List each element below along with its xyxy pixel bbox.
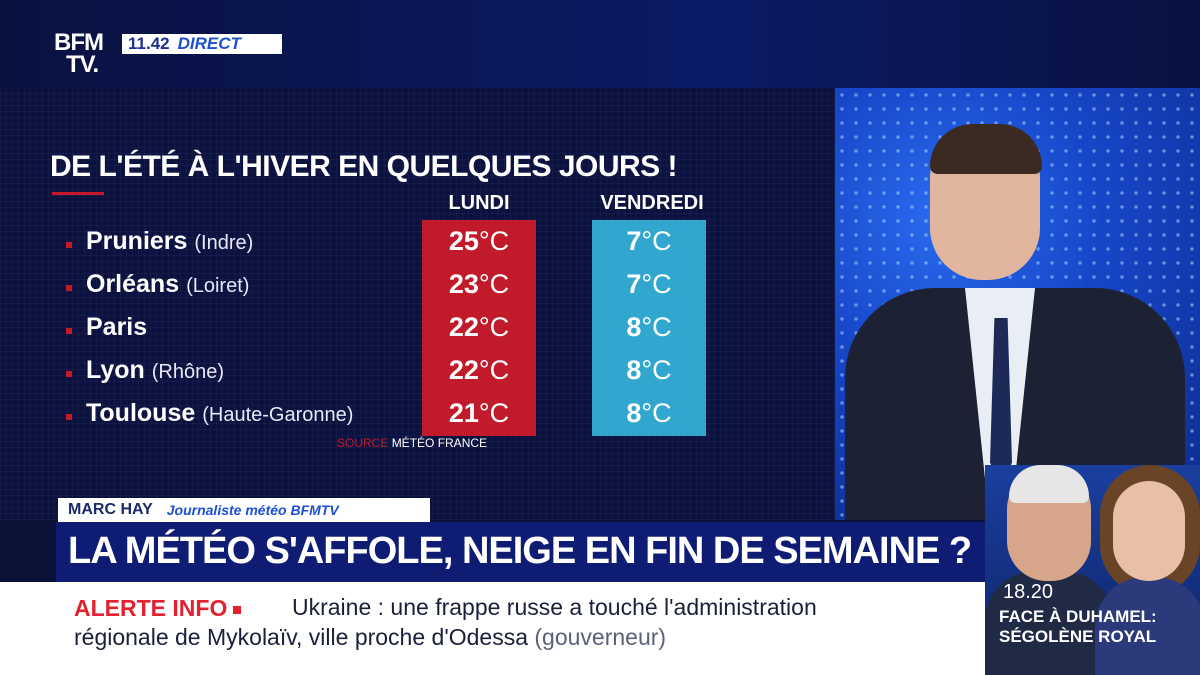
studio-background [835, 88, 1200, 520]
friday-temperature: 7°C [592, 269, 706, 300]
monday-value: 21 [448, 398, 479, 428]
source-credit: SOURCE MÉTÉO FRANCE [337, 436, 487, 450]
row-bullet [66, 285, 72, 291]
presenter-nameplate: MARC HAY Journaliste météo BFMTV [58, 498, 430, 522]
presenter-name: MARC HAY [68, 501, 153, 518]
monday-value: 23 [448, 269, 479, 299]
row-bullet [66, 242, 72, 248]
source-label: SOURCE [337, 436, 389, 450]
row-bullet [66, 414, 72, 420]
source-value: MÉTÉO FRANCE [391, 436, 488, 450]
row-bullet [66, 328, 72, 334]
city-region: (Rhône) [151, 361, 225, 383]
city-name: Orléans [86, 270, 180, 298]
alert-label: ALERTE INFO [74, 595, 242, 622]
city-region: (Loiret) [186, 275, 250, 297]
row-city: Lyon (Rhône) [86, 356, 224, 385]
friday-value: 7 [626, 269, 642, 299]
temperature-unit: °C [641, 269, 672, 299]
friday-value: 7 [626, 226, 642, 256]
city-region: (Indre) [194, 232, 254, 254]
title-underline [52, 192, 104, 195]
table-row: Paris 22°C 8°C [0, 306, 835, 349]
friday-value: 8 [626, 398, 642, 428]
guest-1-hair [1009, 465, 1089, 503]
temperature-unit: °C [478, 355, 510, 385]
headline-band: LA MÉTÉO S'AFFOLE, NEIGE EN FIN DE SEMAI… [56, 522, 985, 582]
temperature-unit: °C [641, 398, 672, 428]
weather-graphic: DE L'ÉTÉ À L'HIVER EN QUELQUES JOURS ! L… [0, 88, 835, 520]
friday-value: 8 [626, 312, 642, 342]
temperature-unit: °C [478, 312, 510, 342]
temperature-unit: °C [641, 226, 672, 256]
table-row: Lyon (Rhône) 22°C 8°C [0, 349, 835, 392]
friday-temperature: 8°C [592, 398, 706, 429]
live-tag: 11.42 DIRECT [122, 34, 282, 54]
temperature-unit: °C [478, 398, 510, 428]
monday-temperature: 22°C [422, 312, 536, 343]
temperature-unit: °C [641, 355, 672, 385]
live-label: DIRECT [177, 34, 241, 53]
friday-column-background [592, 220, 706, 436]
presenter-hair [930, 124, 1042, 174]
monday-temperature: 25°C [422, 226, 536, 257]
monday-temperature: 22°C [422, 355, 536, 386]
city-region: (Haute-Garonne) [202, 404, 354, 426]
promo-time: 18.20 [1003, 581, 1054, 603]
graphic-title: DE L'ÉTÉ À L'HIVER EN QUELQUES JOURS ! [50, 150, 678, 183]
table-row: Toulouse (Haute-Garonne) 21°C 8°C [0, 392, 835, 435]
news-ticker: ALERTE INFO Ukraine : une frappe russe a… [0, 582, 985, 675]
row-city: Pruniers (Indre) [86, 227, 253, 256]
friday-temperature: 8°C [592, 312, 706, 343]
row-bullet [66, 371, 72, 377]
guest-2-face [1113, 481, 1185, 581]
monday-value: 22 [448, 355, 479, 385]
promo-title-line-1: FACE À DUHAMEL: [999, 607, 1157, 626]
column-header-monday: LUNDI [448, 192, 510, 214]
city-name: Paris [86, 313, 148, 341]
temperature-unit: °C [478, 269, 510, 299]
alert-line-1: Ukraine : une frappe russe a touché l'ad… [292, 594, 817, 620]
logo-line-1: BFM [54, 29, 104, 56]
monday-value: 25 [448, 226, 479, 256]
table-row: Pruniers (Indre) 25°C 7°C [0, 220, 835, 263]
guest-2-outfit [1095, 577, 1200, 675]
monday-value: 22 [448, 312, 479, 342]
city-name: Toulouse [86, 399, 196, 427]
friday-temperature: 8°C [592, 355, 706, 386]
temperature-unit: °C [641, 312, 672, 342]
top-bar: BFM TV. 11.42 DIRECT [0, 0, 1200, 88]
friday-temperature: 7°C [592, 226, 706, 257]
temperature-unit: °C [478, 226, 510, 256]
program-promo: 18.20 FACE À DUHAMEL: SÉGOLÈNE ROYAL [985, 465, 1200, 675]
alert-source: (gouverneur) [534, 624, 667, 650]
row-city: Toulouse (Haute-Garonne) [86, 399, 353, 428]
city-name: Pruniers [86, 227, 188, 255]
alert-label-text: ALERTE INFO [74, 595, 228, 621]
headline-text: LA MÉTÉO S'AFFOLE, NEIGE EN FIN DE SEMAI… [68, 530, 972, 572]
city-name: Lyon [86, 356, 145, 384]
alert-square-icon [233, 605, 242, 614]
live-time: 11.42 [128, 34, 170, 53]
monday-temperature: 23°C [422, 269, 536, 300]
table-row: Orléans (Loiret) 23°C 7°C [0, 263, 835, 306]
guest-1-suit [985, 571, 1113, 675]
promo-title-line-2: SÉGOLÈNE ROYAL [999, 627, 1157, 646]
presenter-tie [990, 318, 1012, 488]
monday-temperature: 21°C [422, 398, 536, 429]
logo-line-2: TV. [66, 51, 99, 78]
friday-value: 8 [626, 355, 642, 385]
alert-line-2-text: régionale de Mykolaïv, ville proche d'Od… [74, 624, 528, 650]
column-header-friday: VENDREDI [600, 192, 704, 214]
row-city: Paris [86, 313, 147, 342]
channel-logo: BFM TV. [54, 29, 118, 84]
presenter-role: Journaliste météo BFMTV [166, 502, 339, 518]
alert-line-2: régionale de Mykolaïv, ville proche d'Od… [74, 624, 666, 651]
row-city: Orléans (Loiret) [86, 270, 249, 299]
monday-column-background [422, 220, 536, 436]
